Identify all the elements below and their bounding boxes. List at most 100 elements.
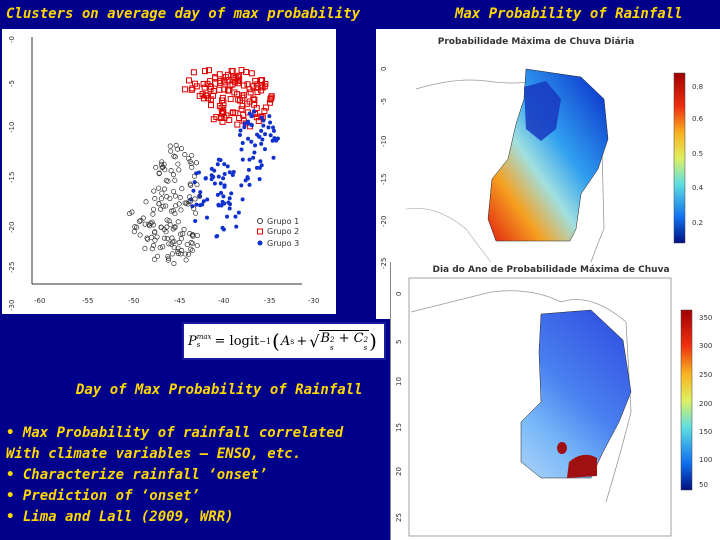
scatter-point-grupo1 (175, 219, 181, 225)
formula-plus: + (296, 333, 308, 349)
scatter-point-grupo2 (210, 92, 217, 99)
day-region (520, 309, 632, 479)
scatter-point-grupo3 (214, 234, 219, 239)
scatter-point-grupo3 (251, 155, 256, 160)
scatter-point-grupo2 (258, 82, 265, 89)
scatter-point-grupo2 (227, 96, 234, 103)
prob-colorbar-tick: 0.5 (692, 150, 703, 158)
scatter-point-grupo2 (220, 100, 227, 107)
day-y-tick: 25 (395, 513, 403, 522)
formula-lhs: P (188, 333, 197, 349)
scatter-point-grupo1 (161, 235, 168, 241)
formula-lhs-sub: s (196, 341, 201, 349)
scatter-point-grupo1 (176, 167, 182, 173)
scatter-point-grupo3 (219, 190, 224, 195)
scatter-point-grupo2 (226, 117, 233, 124)
day-colorbar-tick: 250 (699, 371, 712, 379)
scatter-point-grupo2 (234, 91, 241, 98)
legend-marker-grupo3 (257, 240, 263, 246)
scatter-point-grupo3 (254, 165, 259, 170)
scatter-point-grupo3 (271, 125, 276, 130)
scatter-point-grupo2 (230, 76, 237, 83)
day-map-frame (408, 277, 672, 537)
scatter-point-grupo1 (175, 161, 181, 167)
scatter-point-grupo1 (177, 231, 184, 237)
formula-c-sup: 2 (363, 336, 369, 344)
scatter-point-grupo3 (245, 176, 250, 181)
scatter-point-grupo1 (181, 226, 187, 233)
scatter-point-grupo3 (246, 119, 251, 124)
scatter-point-grupo1 (142, 245, 148, 251)
scatter-point-grupo3 (205, 197, 210, 202)
scatter-point-grupo2 (268, 94, 275, 101)
scatter-point-grupo1 (193, 160, 200, 166)
scatter-point-grupo2 (219, 118, 226, 125)
scatter-point-grupo3 (193, 218, 198, 223)
scatter-point-grupo1 (170, 188, 177, 195)
formula-rhs: = logit (214, 333, 260, 349)
scatter-point-grupo1 (142, 221, 148, 227)
prob-colorbar-tick: 0.2 (692, 219, 703, 227)
scatter-point-grupo1 (129, 209, 135, 215)
bullet-item: With climate variables – ENSO, etc. (6, 446, 302, 462)
x-tick: -45 (174, 297, 185, 305)
scatter-point-grupo1 (158, 196, 165, 202)
scatter-point-grupo1 (138, 217, 144, 223)
scatter-point-grupo3 (259, 141, 264, 146)
scatter-point-grupo1 (178, 236, 184, 242)
scatter-point-grupo3 (261, 118, 266, 123)
scatter-point-grupo2 (190, 69, 197, 76)
border-line (405, 207, 497, 270)
scatter-point-grupo1 (189, 232, 195, 238)
scatter-point-grupo3 (198, 190, 203, 195)
scatter-point-grupo2 (224, 71, 231, 78)
scatter-point-grupo1 (148, 220, 154, 226)
scatter-point-grupo1 (189, 247, 195, 254)
scatter-point-grupo3 (204, 215, 209, 220)
scatter-point-grupo3 (240, 197, 245, 202)
scatter-point-grupo2 (229, 110, 236, 117)
scatter-point-grupo2 (250, 83, 257, 90)
day-colorbar (680, 309, 693, 491)
probability-core (524, 81, 561, 141)
scatter-point-grupo3 (188, 197, 193, 202)
scatter-point-grupo1 (190, 233, 196, 239)
scatter-point-grupo1 (184, 241, 190, 247)
day-y-tick: 20 (395, 467, 403, 476)
scatter-point-grupo2 (244, 100, 251, 107)
formula-c-sub: s (363, 344, 368, 352)
y-tick: -25 (8, 262, 16, 273)
day-colorbar-tick: 50 (699, 481, 708, 489)
scatter-point-grupo3 (194, 202, 199, 207)
scatter-point-grupo3 (266, 125, 271, 130)
scatter-point-grupo2 (228, 67, 235, 74)
scatter-point-grupo1 (131, 229, 137, 235)
formula-paren-close: ) (369, 329, 377, 353)
scatter-point-grupo3 (259, 115, 264, 120)
y-tick: -20 (8, 222, 16, 233)
scatter-point-grupo1 (166, 241, 172, 247)
day-colorbar-tick: 300 (699, 342, 712, 350)
x-tick: -35 (264, 297, 275, 305)
scatter-point-grupo3 (242, 125, 247, 130)
scatter-point-grupo1 (187, 194, 193, 200)
scatter-point-grupo3 (239, 183, 244, 188)
scatter-point-grupo1 (137, 218, 143, 224)
scatter-point-grupo3 (222, 184, 227, 189)
day-map-caption: Day of Max Probability of Rainfall (76, 382, 363, 398)
scatter-point-grupo3 (216, 174, 221, 179)
scatter-point-grupo3 (236, 210, 241, 215)
scatter-point-grupo2 (210, 116, 217, 123)
scatter-point-grupo2 (261, 108, 268, 115)
scatter-point-grupo2 (254, 88, 261, 95)
scatter-point-grupo2 (262, 80, 269, 87)
formula-body-sub: s (290, 336, 295, 346)
day-map-title: Dia do Ano de Probabilidade Máxima de Ch… (432, 265, 669, 275)
scatter-point-grupo2 (202, 68, 209, 75)
formula-b-sup: 2 (330, 336, 335, 344)
scatter-point-grupo1 (177, 195, 183, 201)
legend-label-grupo1: Grupo 1 (267, 217, 299, 226)
scatter-point-grupo1 (188, 246, 194, 252)
cluster-scatter-plot: Grupo 1 Grupo 2 Grupo 3 -0 -5 -10 -15 -2… (2, 29, 336, 314)
